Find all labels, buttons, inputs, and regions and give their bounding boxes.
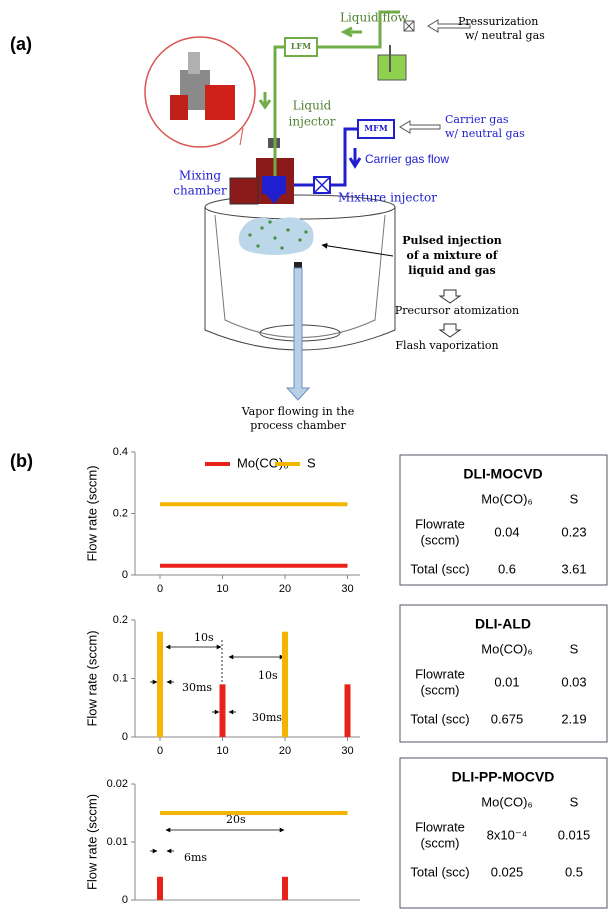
annotation: 20s bbox=[226, 813, 246, 826]
label: Flash vaporization bbox=[395, 339, 498, 352]
bar bbox=[344, 684, 351, 737]
table-box bbox=[399, 454, 608, 586]
table-header: S bbox=[570, 491, 579, 506]
label: w/ neutral gas bbox=[445, 127, 525, 140]
table-box bbox=[399, 757, 608, 909]
table-cell: 0.675 bbox=[491, 711, 524, 726]
y-tick-label: 0 bbox=[122, 731, 128, 743]
bar bbox=[282, 631, 288, 737]
label: Vapor flowing in the bbox=[241, 405, 355, 418]
annotation: 10s bbox=[194, 631, 214, 644]
table-cell: 3.61 bbox=[561, 561, 586, 576]
row-label: (sccm) bbox=[421, 682, 460, 697]
table-header: S bbox=[570, 794, 579, 809]
table-title: DLI-PP-MOCVD bbox=[452, 769, 555, 785]
label: Pulsed injection bbox=[402, 234, 502, 247]
legend-label: S bbox=[307, 455, 316, 470]
annotation: 30ms bbox=[182, 681, 212, 694]
panel-label: (a) bbox=[10, 34, 32, 54]
label: Mixture injector bbox=[338, 191, 437, 205]
table-header: Mo(CO)₆ bbox=[481, 641, 532, 656]
x-tick-label: 30 bbox=[341, 583, 353, 595]
x-tick-label: 0 bbox=[157, 745, 163, 757]
table-cell: 0.015 bbox=[558, 827, 591, 842]
table-cell: 0.5 bbox=[565, 864, 583, 879]
x-tick-label: 20 bbox=[279, 583, 291, 595]
label: liquid and gas bbox=[408, 264, 495, 277]
label: Liquid flow bbox=[340, 11, 409, 25]
table-cell: 0.03 bbox=[561, 674, 586, 689]
table-title: DLI-MOCVD bbox=[463, 466, 542, 482]
table-cell: 0.6 bbox=[498, 561, 516, 576]
dimension-arrows bbox=[150, 640, 285, 854]
y-tick-label: 0.01 bbox=[107, 836, 128, 848]
y-axis-label: Flow rate (sccm) bbox=[84, 630, 99, 726]
y-axis-label: Flow rate (sccm) bbox=[84, 465, 99, 561]
label: process chamber bbox=[250, 419, 346, 432]
label: LFM bbox=[291, 41, 311, 51]
label: injector bbox=[289, 115, 336, 129]
table-header: Mo(CO)₆ bbox=[481, 491, 532, 506]
diagram bbox=[144, 10, 471, 401]
x-tick-label: 30 bbox=[341, 745, 353, 757]
table-cell: 0.01 bbox=[494, 674, 519, 689]
y-tick-label: 0.2 bbox=[113, 614, 128, 626]
annotation: 30ms bbox=[252, 711, 282, 724]
label: Precursor atomization bbox=[395, 304, 519, 317]
label: chamber bbox=[173, 184, 227, 198]
annotation: 6ms bbox=[184, 851, 207, 864]
panel-label: (b) bbox=[10, 451, 33, 471]
legend-label: Mo(CO)₆ bbox=[237, 455, 288, 470]
y-tick-label: 0.02 bbox=[107, 778, 128, 790]
bar bbox=[157, 876, 163, 900]
row-label: (sccm) bbox=[421, 532, 460, 547]
row-label: (sccm) bbox=[421, 835, 460, 850]
table-box bbox=[399, 604, 608, 743]
row-label: Flowrate bbox=[415, 666, 465, 681]
table-header: S bbox=[570, 641, 579, 656]
bar bbox=[157, 631, 163, 737]
x-tick-label: 10 bbox=[216, 745, 228, 757]
label: MFM bbox=[364, 123, 388, 133]
label: Carrier gas flow bbox=[365, 152, 449, 166]
label: Carrier gas bbox=[445, 113, 509, 126]
annotation: 10s bbox=[258, 669, 278, 682]
y-tick-label: 0 bbox=[122, 569, 128, 581]
label: Pressurization bbox=[458, 15, 538, 28]
y-axis-label: Flow rate (sccm) bbox=[84, 794, 99, 890]
table-cell: 0.04 bbox=[494, 524, 519, 539]
y-tick-label: 0.4 bbox=[113, 446, 128, 458]
label: Mixing bbox=[179, 169, 221, 183]
row-label: Flowrate bbox=[415, 819, 465, 834]
table-cell: 2.19 bbox=[561, 711, 586, 726]
y-tick-label: 0.2 bbox=[113, 507, 128, 519]
x-tick-label: 0 bbox=[157, 583, 163, 595]
row-label: Total (scc) bbox=[410, 711, 469, 726]
table-header: Mo(CO)₆ bbox=[481, 794, 532, 809]
label: of a mixture of bbox=[406, 249, 498, 262]
label: w/ neutral gas bbox=[465, 29, 545, 42]
bar bbox=[219, 684, 226, 737]
label: Liquid bbox=[293, 99, 332, 113]
table-cell: 8x10⁻⁴ bbox=[487, 827, 528, 842]
row-label: Total (scc) bbox=[410, 864, 469, 879]
y-tick-label: 0.1 bbox=[113, 672, 128, 684]
x-tick-label: 20 bbox=[279, 745, 291, 757]
table-cell: 0.23 bbox=[561, 524, 586, 539]
row-label: Total (scc) bbox=[410, 561, 469, 576]
row-label: Flowrate bbox=[415, 516, 465, 531]
table-cell: 0.025 bbox=[491, 864, 524, 879]
x-tick-label: 10 bbox=[216, 583, 228, 595]
bar bbox=[282, 876, 288, 900]
table-title: DLI-ALD bbox=[475, 616, 531, 632]
y-tick-label: 0 bbox=[122, 894, 128, 906]
